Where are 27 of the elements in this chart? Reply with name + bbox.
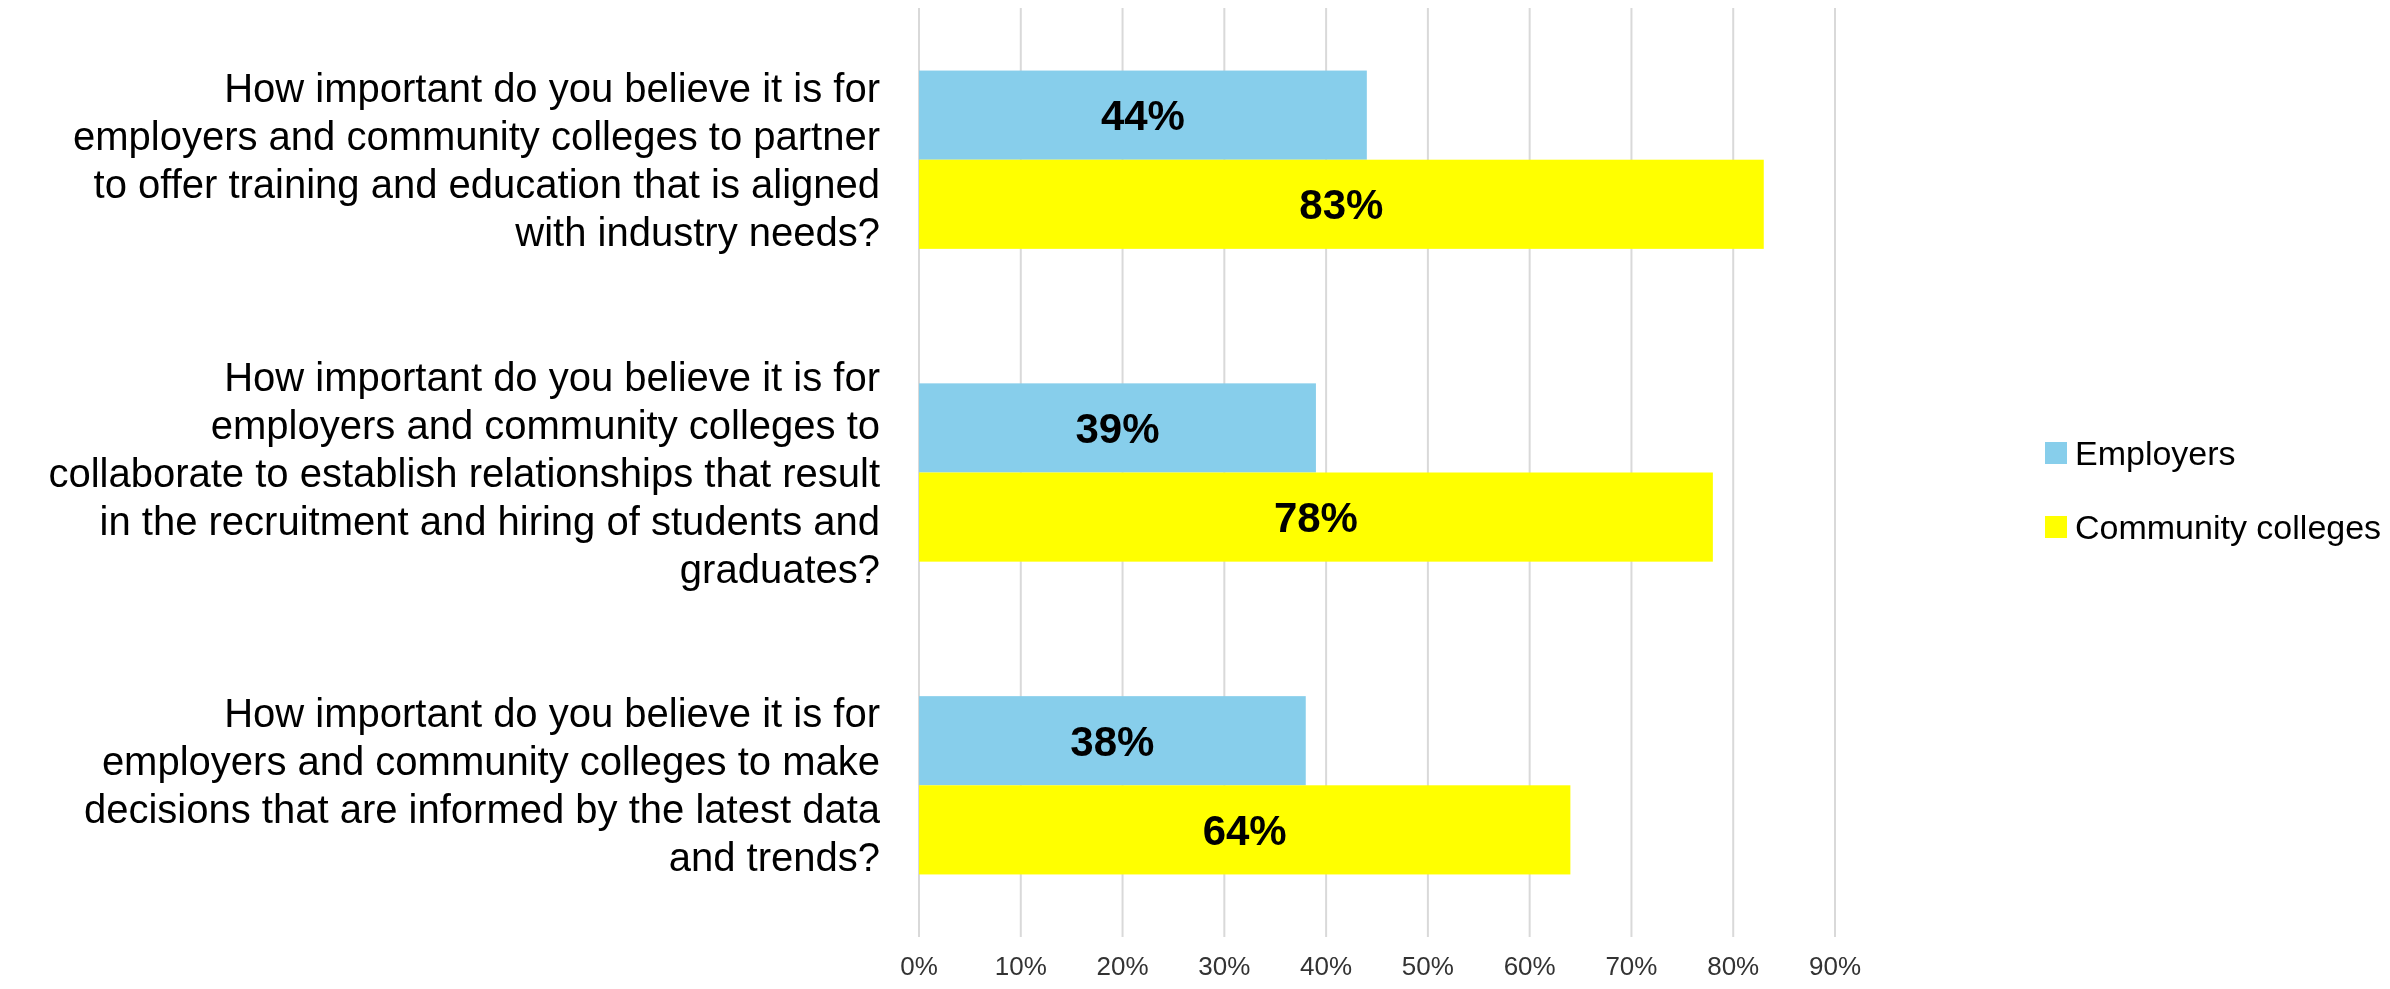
text: 64% bbox=[1202, 806, 1287, 854]
x-tick-label: 70% bbox=[1605, 951, 1658, 981]
text: 44% bbox=[1100, 92, 1185, 140]
bar bbox=[919, 785, 1571, 875]
x-tick-label: 50% bbox=[1401, 951, 1454, 981]
y-tick-label: How important do you believe it is for employers and community colleges to collaborate to establish relationships that result in the recruitment and hiring of students and graduates? bbox=[48, 354, 880, 591]
x-tick-label: 10% bbox=[994, 951, 1047, 981]
bar bbox=[919, 383, 1316, 473]
bar bbox=[919, 696, 1306, 786]
bar bbox=[919, 472, 1713, 562]
y-tick-label: How important do you believe it is for employers and community colleges to partner to offer training and education that is aligned with industry needs? bbox=[72, 65, 880, 254]
legend-label: Employers bbox=[2075, 434, 2236, 472]
x-tick-label: 0% bbox=[900, 951, 938, 981]
text: 83% bbox=[1299, 181, 1384, 229]
x-tick-label: 80% bbox=[1707, 951, 1760, 981]
text: 78% bbox=[1273, 494, 1358, 542]
text: 38% bbox=[1070, 717, 1155, 765]
legend-label: Community colleges bbox=[2075, 508, 2382, 546]
bar bbox=[919, 70, 1367, 160]
x-tick-label: 40% bbox=[1300, 951, 1353, 981]
x-tick-label: 90% bbox=[1808, 951, 1862, 981]
y-tick-label: How important do you believe it is for employers and community colleges to make decisions that are informed by the latest data and trends? bbox=[83, 691, 881, 880]
x-tick-label: 30% bbox=[1198, 951, 1251, 981]
text: 39% bbox=[1075, 404, 1160, 452]
x-tick-label: 20% bbox=[1096, 951, 1149, 981]
bar bbox=[919, 159, 1764, 249]
x-tick-label: 60% bbox=[1503, 951, 1556, 981]
